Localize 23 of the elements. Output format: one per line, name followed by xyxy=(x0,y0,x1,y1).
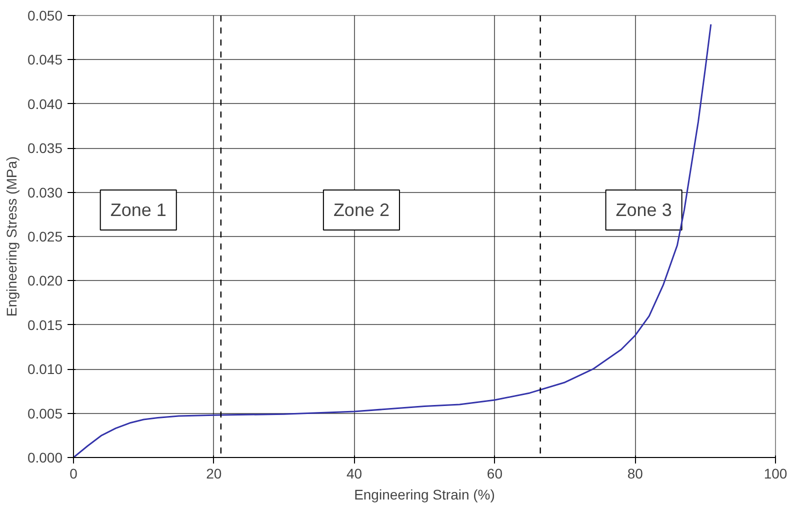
y-tick-label: 0.050 xyxy=(27,8,63,24)
y-tick-label: 0.015 xyxy=(27,316,63,333)
x-axis-title: Engineering Strain (%) xyxy=(354,486,495,502)
y-tick-label: 0.025 xyxy=(27,228,63,244)
x-tick-label: 100 xyxy=(764,466,788,482)
x-tick-label: 60 xyxy=(486,466,503,482)
y-tick-label: 0.000 xyxy=(27,450,63,466)
y-tick-label: 0.020 xyxy=(27,272,63,289)
y-tick-label: 0.010 xyxy=(27,361,63,378)
y-axis-title: Engineering Stress (MPa) xyxy=(3,156,20,317)
annotation: Zone 1 xyxy=(110,200,166,220)
x-tick-label: 40 xyxy=(346,466,362,482)
x-tick-label: 0 xyxy=(70,466,78,482)
annotation: Zone 3 xyxy=(616,200,672,220)
y-tick-label: 0.045 xyxy=(27,52,63,68)
line-series xyxy=(74,24,712,458)
y-tick-label: 0.005 xyxy=(27,405,63,422)
x-tick-label: 20 xyxy=(206,466,222,482)
y-tick-label: 0.030 xyxy=(27,184,63,200)
y-tick-label: 0.035 xyxy=(27,140,63,156)
x-tick-label: 80 xyxy=(627,466,644,482)
y-tick-label: 0.040 xyxy=(27,96,63,112)
annotation: Zone 2 xyxy=(333,200,390,220)
